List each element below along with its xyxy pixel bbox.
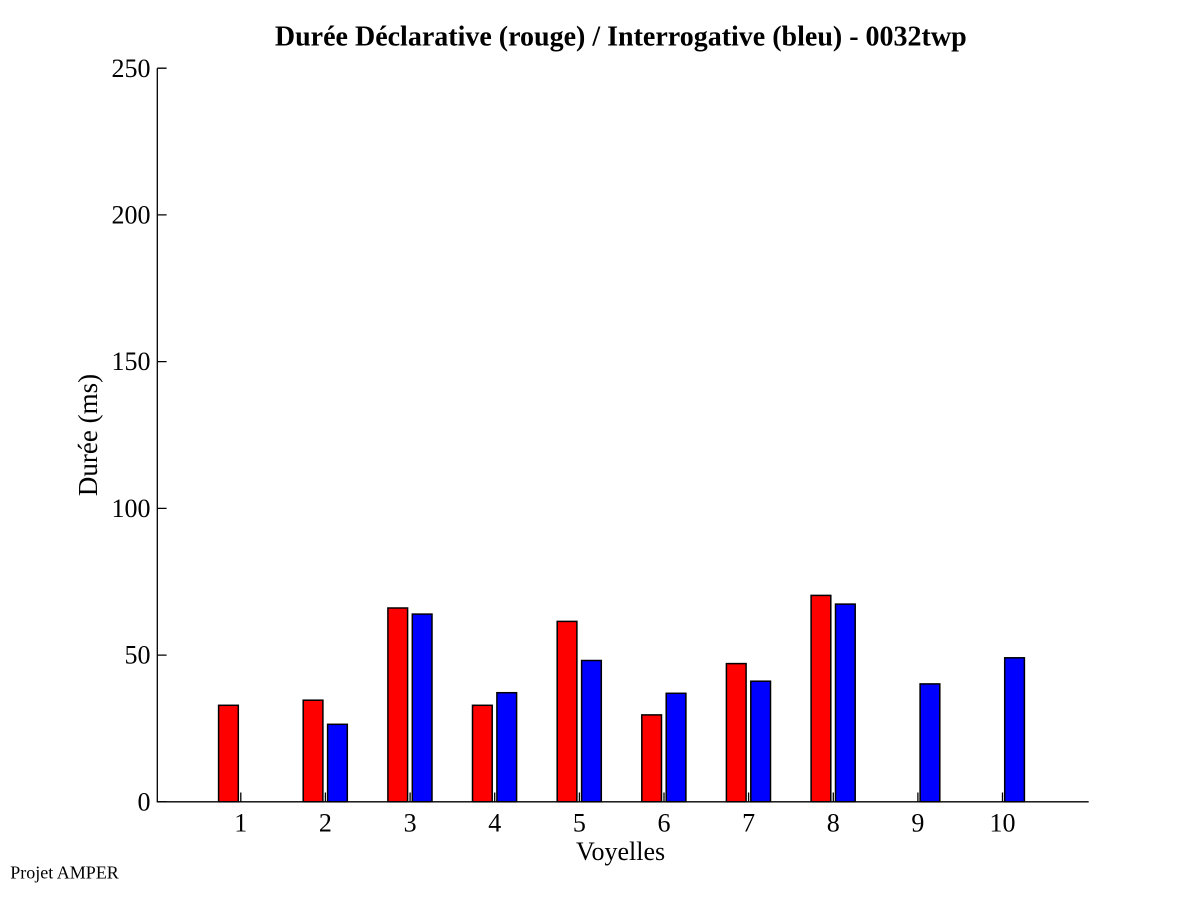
svg-text:150: 150 [112, 347, 151, 376]
svg-text:Durée Déclarative (rouge) / In: Durée Déclarative (rouge) / Interrogativ… [275, 22, 967, 53]
svg-text:Projet AMPER: Projet AMPER [10, 862, 119, 882]
svg-text:100: 100 [112, 494, 151, 523]
svg-text:Durée (ms): Durée (ms) [73, 374, 103, 496]
svg-text:3: 3 [404, 809, 417, 838]
svg-text:0: 0 [138, 787, 151, 816]
svg-text:8: 8 [827, 809, 840, 838]
svg-text:50: 50 [125, 641, 151, 670]
svg-text:10: 10 [990, 809, 1016, 838]
svg-text:9: 9 [911, 809, 924, 838]
svg-text:4: 4 [488, 809, 501, 838]
svg-text:Voyelles: Voyelles [576, 837, 665, 866]
svg-text:2: 2 [319, 809, 332, 838]
svg-text:6: 6 [658, 809, 671, 838]
svg-text:1: 1 [234, 809, 247, 838]
svg-text:200: 200 [112, 201, 151, 230]
svg-text:7: 7 [742, 809, 755, 838]
svg-text:5: 5 [573, 809, 586, 838]
svg-text:250: 250 [112, 54, 151, 83]
